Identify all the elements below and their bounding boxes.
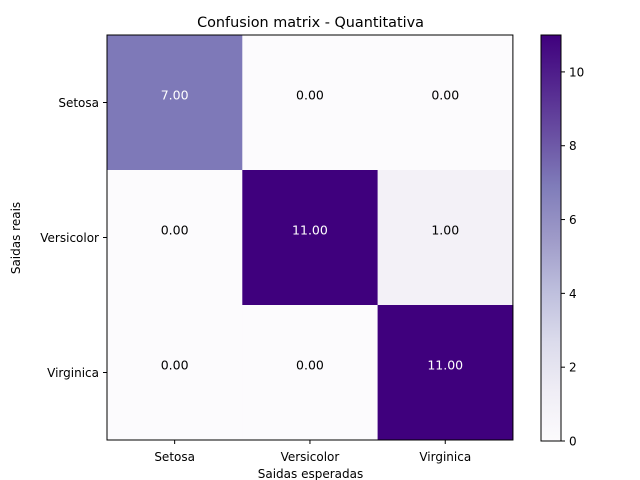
colorbar-tick-label: 2 [569, 361, 577, 375]
heatmap-cell [377, 305, 514, 441]
cell-value-label: 11.00 [292, 223, 328, 238]
y-tick-label: Setosa [58, 96, 99, 110]
y-tick-label: Versicolor [40, 231, 99, 245]
cell-value-label: 0.00 [431, 88, 459, 103]
colorbar-tick-label: 6 [569, 213, 577, 227]
y-axis-label: Saidas reais [9, 202, 23, 274]
cell-value-label: 0.00 [296, 88, 324, 103]
x-axis-label: Saidas esperadas [258, 467, 364, 480]
cell-value-label: 11.00 [427, 358, 463, 373]
chart-title: Confusion matrix - Quantitativa [197, 15, 424, 31]
x-tick-label: Setosa [154, 450, 195, 464]
heatmap-cell [107, 35, 243, 171]
heatmap-cell [107, 170, 243, 306]
heatmap-cell [377, 35, 514, 171]
colorbar-tick-label: 8 [569, 139, 577, 153]
heatmap-cell [242, 305, 379, 441]
cell-value-label: 0.00 [161, 223, 189, 238]
heatmap-cell [377, 170, 514, 306]
x-axis-ticks: Setosa Versicolor Virginica [154, 440, 471, 464]
x-tick-label: Versicolor [281, 450, 340, 464]
cell-value-label: 1.00 [431, 223, 459, 238]
colorbar-tick-label: 4 [569, 287, 577, 301]
x-tick-label: Virginica [419, 450, 471, 464]
heatmap-cell [107, 305, 243, 441]
colorbar-tick-label: 10 [569, 65, 584, 79]
colorbar: 0 2 4 6 8 10 [540, 34, 584, 449]
colorbar-tick-label: 0 [569, 435, 577, 449]
y-tick-label: Virginica [47, 366, 99, 380]
cell-value-label: 7.00 [161, 88, 189, 103]
cell-value-label: 0.00 [296, 358, 324, 373]
cell-value-label: 0.00 [161, 358, 189, 373]
colorbar-gradient [540, 34, 562, 442]
heatmap-cells: 7.00 0.00 0.00 0.00 11.00 1.00 0.00 0.00 11.00 [106, 34, 514, 441]
y-axis-ticks: Setosa Versicolor Virginica [40, 96, 107, 380]
heatmap-cell [242, 170, 379, 306]
heatmap-cell [242, 35, 379, 171]
